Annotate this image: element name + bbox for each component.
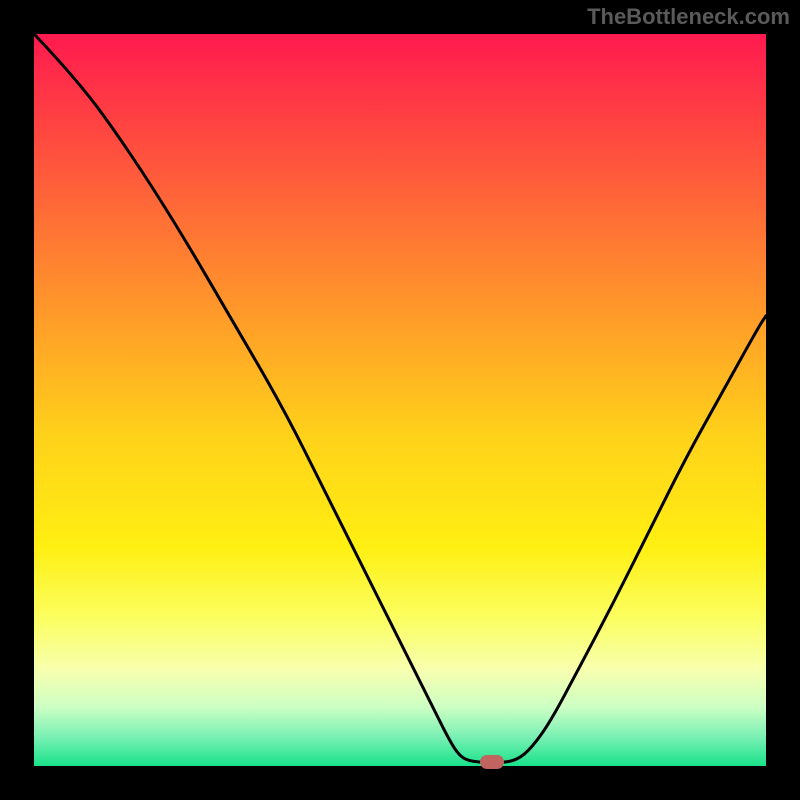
chart-container: TheBottleneck.com	[0, 0, 800, 800]
optimal-point-marker	[480, 755, 504, 769]
watermark-text: TheBottleneck.com	[587, 4, 790, 30]
plot-area	[34, 34, 766, 766]
bottleneck-curve	[34, 34, 766, 766]
